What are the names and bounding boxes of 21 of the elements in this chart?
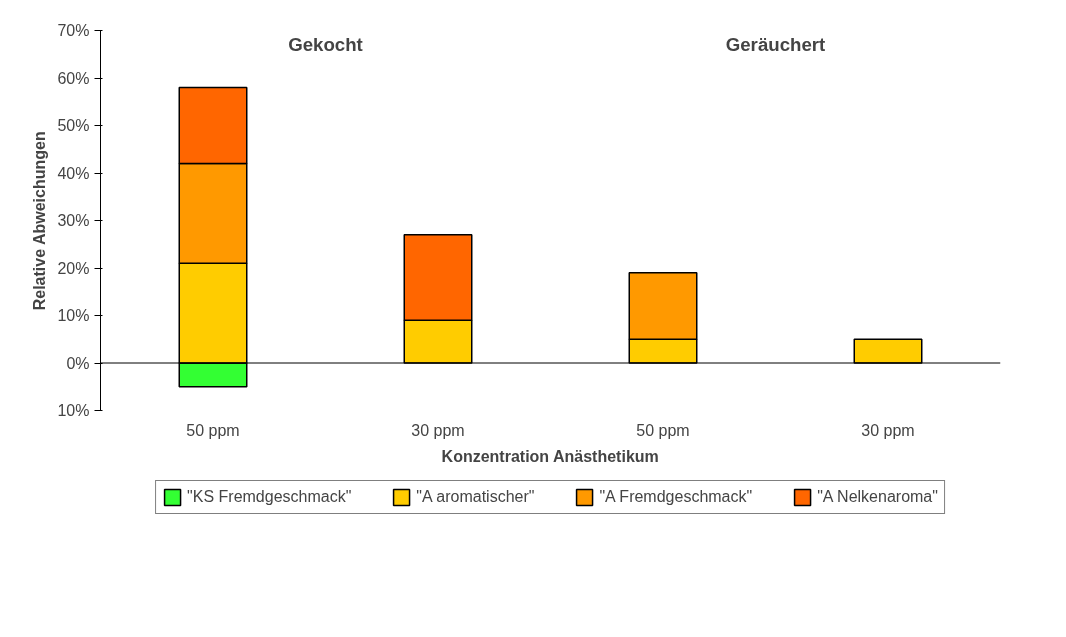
y-tick-label: 10%	[57, 402, 90, 419]
annotation: Geräuchert	[725, 33, 826, 55]
y-axis-title: Relative Abweichungen	[31, 131, 49, 311]
y-tick-label: 70%	[57, 22, 90, 39]
x-axis-title: Konzentration Anästhetikum	[441, 447, 659, 465]
y-tick-label: 60%	[57, 69, 90, 87]
y-tick-label: 40%	[57, 164, 90, 182]
y-tick-label: 50%	[57, 117, 90, 134]
x-tick-label: 30 ppm	[411, 421, 465, 439]
x-tick-label: 50 ppm	[186, 421, 240, 439]
x-tick-label: 30 ppm	[861, 421, 915, 439]
y-tick-label: 20%	[57, 259, 90, 277]
legend-label: "A Nelkenaroma"	[817, 488, 938, 506]
legend-label: "KS Fremdgeschmack"	[187, 488, 352, 506]
legend-label: "A aromatischer"	[416, 488, 535, 506]
y-tick-label: 30%	[57, 212, 90, 229]
x-tick-label: 50 ppm	[636, 421, 690, 439]
y-tick-label: 10%	[57, 307, 90, 324]
annotation: Gekocht	[288, 33, 363, 55]
legend-label: "A Fremdgeschmack"	[599, 488, 753, 506]
y-tick-label: 0%	[66, 354, 90, 372]
